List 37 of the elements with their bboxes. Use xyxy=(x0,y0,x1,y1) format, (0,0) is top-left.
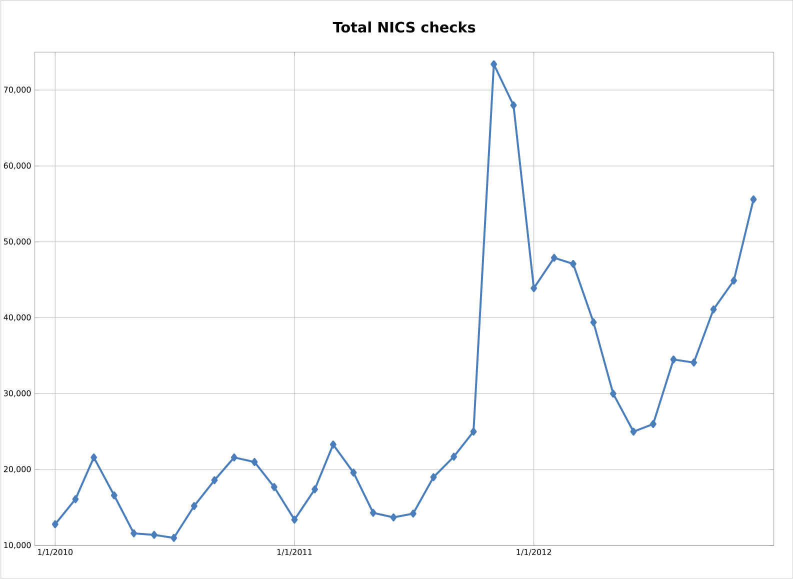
point xyxy=(730,276,738,285)
point xyxy=(590,318,597,327)
point xyxy=(470,428,477,436)
point xyxy=(110,492,118,500)
point xyxy=(450,452,458,461)
point xyxy=(430,473,437,482)
point xyxy=(550,254,558,262)
point xyxy=(312,485,318,494)
point xyxy=(330,440,336,449)
point xyxy=(690,358,698,367)
point xyxy=(710,306,717,314)
point xyxy=(570,260,576,268)
point xyxy=(350,468,357,477)
point xyxy=(190,502,198,510)
point xyxy=(490,60,498,68)
point xyxy=(670,356,677,364)
point xyxy=(650,420,656,428)
point xyxy=(410,510,416,518)
point xyxy=(510,101,517,110)
point xyxy=(390,514,397,522)
point xyxy=(270,483,278,492)
point xyxy=(230,454,238,462)
point xyxy=(291,516,298,524)
point xyxy=(72,495,79,504)
point xyxy=(251,458,258,466)
point xyxy=(130,530,138,538)
point xyxy=(530,284,538,292)
point xyxy=(610,390,616,398)
point xyxy=(370,509,376,518)
point xyxy=(90,454,98,462)
point xyxy=(630,428,637,436)
point xyxy=(52,520,58,528)
chart-title: Total NICS checks xyxy=(332,22,476,33)
point xyxy=(750,196,757,204)
point xyxy=(150,531,158,540)
point xyxy=(170,534,178,542)
point xyxy=(211,476,218,484)
